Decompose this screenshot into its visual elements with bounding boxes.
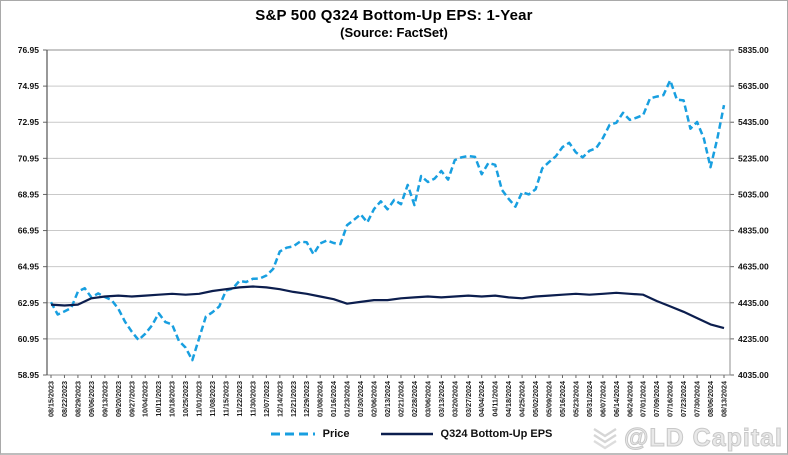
svg-text:03/06/2024: 03/06/2024 [423,381,432,417]
chart-title: S&P 500 Q324 Bottom-Up EPS: 1-Year [255,7,533,24]
ld-capital-logo-icon [593,427,617,450]
svg-text:08/22/2023: 08/22/2023 [60,381,69,417]
svg-text:01/16/2024: 01/16/2024 [329,381,338,417]
watermark: @LD Capital [589,423,783,453]
svg-text:4435.00: 4435.00 [738,298,769,308]
svg-text:10/04/2023: 10/04/2023 [141,381,150,417]
svg-text:12/21/2023: 12/21/2023 [289,381,298,417]
svg-text:09/20/2023: 09/20/2023 [114,381,123,417]
legend-label-price: Price [322,428,350,440]
svg-text:07/30/2024: 07/30/2024 [693,381,702,417]
svg-text:58.95: 58.95 [18,370,40,380]
svg-text:01/23/2024: 01/23/2024 [343,381,352,417]
svg-text:05/16/2024: 05/16/2024 [558,381,567,417]
svg-text:4635.00: 4635.00 [738,262,769,272]
svg-text:66.95: 66.95 [18,226,40,236]
svg-text:64.95: 64.95 [18,262,40,272]
svg-text:08/15/2023: 08/15/2023 [47,381,56,417]
svg-text:08/13/2024: 08/13/2024 [720,381,729,417]
svg-text:09/13/2023: 09/13/2023 [100,381,109,417]
svg-text:5835.00: 5835.00 [738,45,769,55]
series-line-eps [50,285,725,330]
legend-label-eps: Q324 Bottom-Up EPS [440,428,553,440]
svg-text:5235.00: 5235.00 [738,153,769,163]
svg-text:03/13/2024: 03/13/2024 [437,381,446,417]
svg-text:12/29/2023: 12/29/2023 [302,381,311,417]
series-line-price [49,79,726,362]
svg-text:68.95: 68.95 [18,189,40,199]
svg-text:03/27/2024: 03/27/2024 [464,381,473,417]
svg-text:02/21/2024: 02/21/2024 [396,381,405,417]
y-axis-left-labels: 76.95 74.95 72.95 70.95 68.95 66.95 64.95 62.95… [18,45,40,380]
legend-item-eps: Q324 Bottom-Up EPS [380,428,553,440]
svg-text:09/27/2023: 09/27/2023 [127,381,136,417]
svg-text:5435.00: 5435.00 [738,117,769,127]
svg-text:10/18/2023: 10/18/2023 [168,381,177,417]
svg-text:04/25/2024: 04/25/2024 [518,381,527,417]
svg-text:11/01/2023: 11/01/2023 [195,381,204,417]
svg-text:12/07/2023: 12/07/2023 [262,381,271,417]
svg-text:76.95: 76.95 [18,45,40,55]
eps-line-swatch-icon [380,432,433,436]
svg-text:4235.00: 4235.00 [738,334,769,344]
svg-text:05/09/2024: 05/09/2024 [545,381,554,417]
svg-text:04/04/2024: 04/04/2024 [477,381,486,417]
svg-text:07/16/2024: 07/16/2024 [666,381,675,417]
svg-text:08/29/2023: 08/29/2023 [73,381,82,417]
svg-text:72.95: 72.95 [18,117,40,127]
svg-text:60.95: 60.95 [18,334,40,344]
svg-text:02/06/2024: 02/06/2024 [370,381,379,417]
svg-text:5035.00: 5035.00 [738,189,769,199]
svg-text:07/01/2024: 07/01/2024 [639,381,648,417]
price-line-swatch-icon [270,432,315,436]
svg-text:05/23/2024: 05/23/2024 [571,381,580,417]
svg-text:11/15/2023: 11/15/2023 [221,381,230,417]
svg-text:62.95: 62.95 [18,298,40,308]
legend: Price Q324 Bottom-Up EPS [61,428,761,440]
plot-border [46,49,731,376]
svg-text:04/11/2024: 04/11/2024 [491,381,500,417]
svg-text:11/30/2023: 11/30/2023 [248,381,257,417]
svg-text:4835.00: 4835.00 [738,226,769,236]
svg-text:03/20/2024: 03/20/2024 [450,381,459,417]
svg-text:10/11/2023: 10/11/2023 [154,381,163,417]
svg-text:09/06/2023: 09/06/2023 [87,381,96,417]
y-axis-right-labels: 5835.00 5635.00 5435.00 5235.00 5035.00 4835.… [738,45,769,380]
svg-text:11/08/2023: 11/08/2023 [208,381,217,417]
svg-text:74.95: 74.95 [18,81,40,91]
x-axis-labels: 08/15/2023 08/22/2023 08/29/2023 09/06/2023… [47,375,729,417]
watermark-text: @LD Capital [624,423,783,452]
svg-text:02/13/2024: 02/13/2024 [383,381,392,417]
svg-text:01/08/2024: 01/08/2024 [316,381,325,417]
svg-text:08/06/2024: 08/06/2024 [706,381,715,417]
svg-text:07/09/2024: 07/09/2024 [652,381,661,417]
legend-item-price: Price [270,428,350,440]
svg-text:5635.00: 5635.00 [738,81,769,91]
svg-text:07/23/2024: 07/23/2024 [679,381,688,417]
svg-text:06/24/2024: 06/24/2024 [625,381,634,417]
svg-text:12/14/2023: 12/14/2023 [275,381,284,417]
svg-text:70.95: 70.95 [18,153,40,163]
svg-text:11/22/2023: 11/22/2023 [235,381,244,417]
gridlines [43,49,734,376]
svg-text:02/28/2024: 02/28/2024 [410,381,419,417]
svg-text:04/18/2024: 04/18/2024 [504,381,513,417]
svg-text:06/14/2024: 06/14/2024 [612,381,621,417]
svg-text:4035.00: 4035.00 [738,370,769,380]
chart-subtitle: (Source: FactSet) [340,25,448,40]
svg-text:10/25/2023: 10/25/2023 [181,381,190,417]
svg-text:05/02/2024: 05/02/2024 [531,381,540,417]
svg-text:05/31/2024: 05/31/2024 [585,381,594,417]
svg-text:01/30/2024: 01/30/2024 [356,381,365,417]
svg-text:06/07/2024: 06/07/2024 [598,381,607,417]
